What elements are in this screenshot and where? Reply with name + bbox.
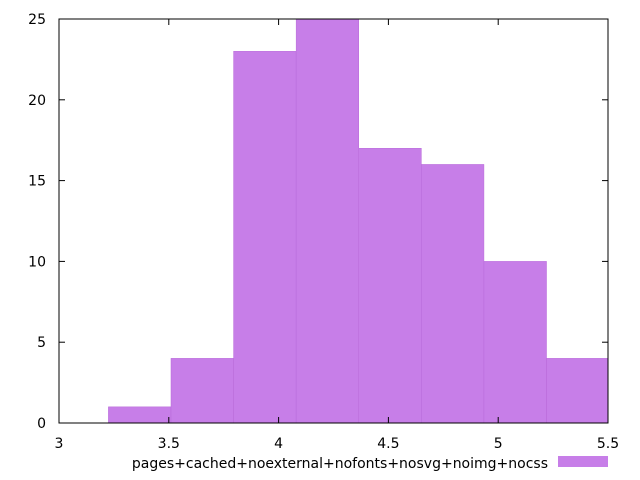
x-tick-label: 5.5 xyxy=(597,436,619,452)
y-tick-label: 15 xyxy=(28,174,46,190)
ticks-group: 0 5 10 15 20 25 3 3.5 4 4.5 5 5.5 xyxy=(28,12,619,452)
histogram-bar xyxy=(358,148,422,424)
y-tick-label: 25 xyxy=(28,12,46,28)
legend: pages+cached+noexternal+nofonts+nosvg+no… xyxy=(132,456,608,472)
x-tick-label: 3.5 xyxy=(158,436,180,452)
x-tick-label: 3 xyxy=(55,436,64,452)
x-tick-label: 4 xyxy=(274,436,283,452)
y-tick-label: 20 xyxy=(28,93,46,109)
plot-frame xyxy=(58,18,609,424)
histogram-bar xyxy=(421,164,485,424)
y-tick-label: 5 xyxy=(37,335,46,351)
legend-label: pages+cached+noexternal+nofonts+nosvg+no… xyxy=(132,456,548,472)
histogram-bar xyxy=(546,358,609,424)
x-tick-label: 4.5 xyxy=(377,436,399,452)
x-tick-label: 5 xyxy=(494,436,503,452)
bars-group xyxy=(108,18,609,424)
y-tick-label: 10 xyxy=(28,254,46,270)
histogram-bar xyxy=(170,358,234,424)
histogram-bar xyxy=(108,406,172,424)
histogram-bar xyxy=(295,18,360,424)
histogram-bar xyxy=(233,51,297,424)
y-tick-label: 0 xyxy=(37,416,46,432)
histogram-bar xyxy=(483,261,547,424)
legend-swatch xyxy=(558,456,608,467)
